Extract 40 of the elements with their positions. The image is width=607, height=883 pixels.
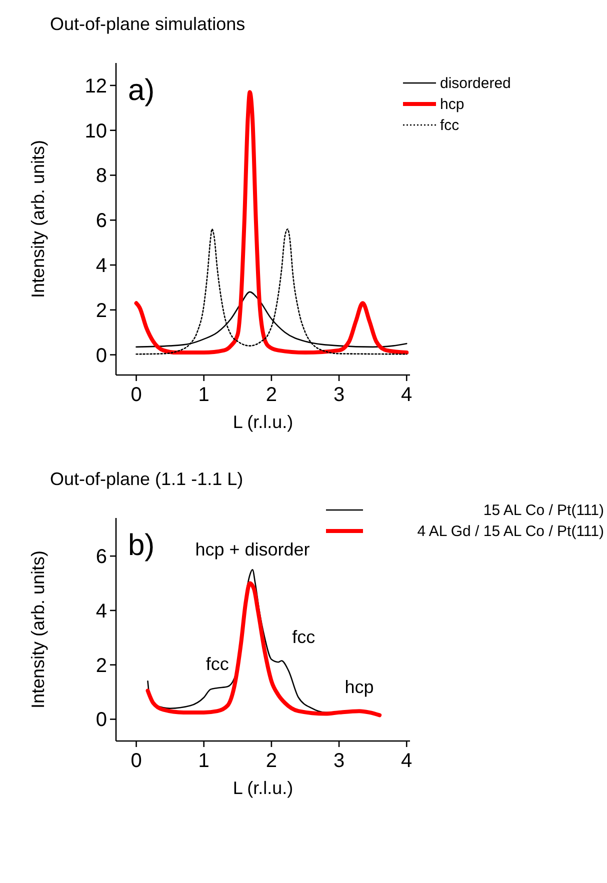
x-tick-label: 4: [401, 384, 412, 406]
y-tick-label: 12: [84, 75, 107, 98]
y-tick-label: 2: [96, 654, 107, 677]
annotation: a): [128, 74, 155, 107]
y-tick-label: 6: [96, 546, 107, 568]
x-tick-label: 3: [333, 750, 345, 772]
y-tick-label: 4: [96, 600, 107, 622]
x-tick-label: 4: [401, 750, 412, 772]
line-series: [136, 228, 408, 355]
text: 4 AL Gd / 15 AL Co / Pt(111): [417, 523, 604, 540]
x-tick-label: 1: [198, 750, 210, 772]
x-axis-title: L (r.l.u.): [232, 412, 294, 432]
x-axis-title: L (r.l.u.): [232, 778, 294, 798]
annotation: b): [128, 529, 155, 562]
chart-title: Out-of-plane (1.1 -1.1 L): [50, 469, 244, 489]
x-tick-label: 2: [266, 384, 278, 406]
y-tick-label: 0: [96, 709, 107, 732]
text: 15 AL Co / Pt(111): [483, 502, 604, 519]
y-axis-title: Intensity (arb. units): [28, 550, 48, 709]
y-tick-label: 0: [96, 344, 107, 367]
annotation: fcc: [206, 654, 229, 674]
x-tick-label: 0: [130, 750, 142, 772]
y-tick-label: 6: [96, 210, 107, 232]
annotation: hcp + disorder: [195, 540, 310, 560]
legend-label: hcp: [440, 96, 464, 113]
y-tick-label: 8: [96, 165, 107, 188]
y-tick-label: 4: [96, 255, 107, 278]
annotation: hcp: [344, 677, 374, 698]
x-tick-label: 0: [130, 384, 142, 406]
y-axis-title: Intensity (arb. units): [28, 140, 48, 298]
chart-title: Out-of-plane simulations: [50, 14, 246, 34]
x-tick-label: 3: [333, 384, 345, 406]
y-tick-label: 2: [96, 300, 107, 322]
line-series: [146, 581, 382, 718]
x-tick-label: 1: [198, 384, 210, 406]
y-tick-label: 10: [84, 120, 107, 142]
legend-label: fcc: [440, 117, 460, 134]
x-tick-label: 2: [266, 750, 278, 772]
legend-label: disordered: [440, 75, 511, 92]
annotation: fcc: [292, 626, 316, 647]
